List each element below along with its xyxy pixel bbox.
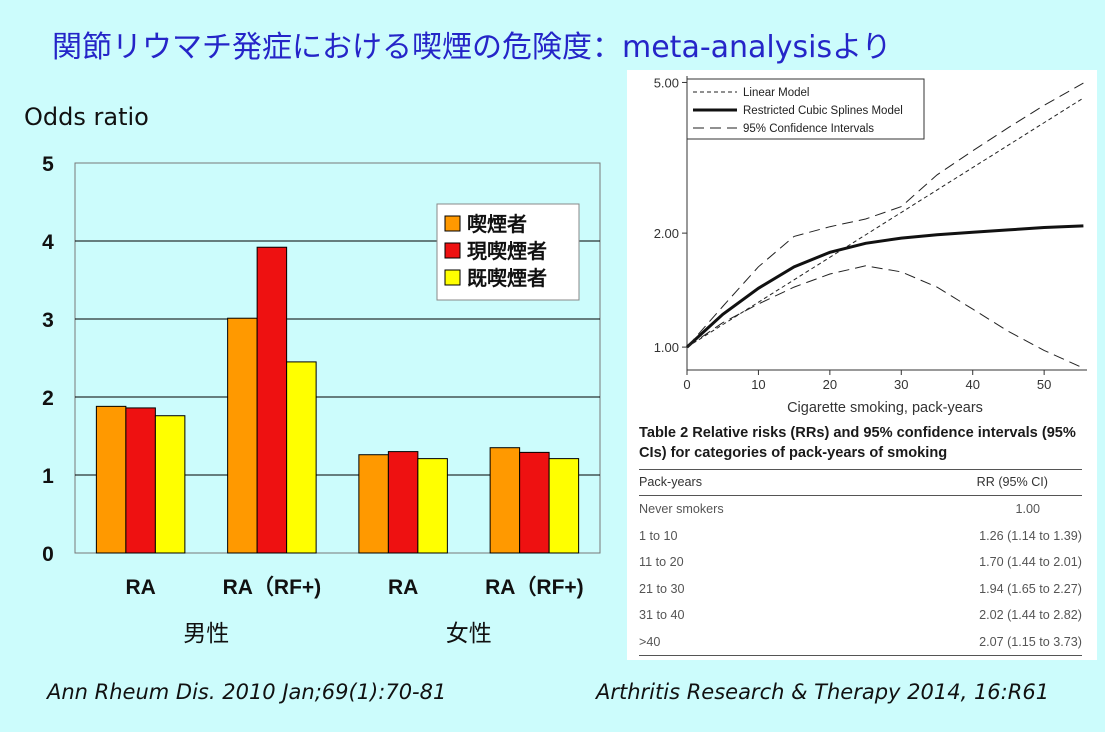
bar [417, 458, 448, 554]
legend-swatch [444, 242, 461, 259]
odds-ratio-bar-chart: Odds ratio 0 1 2 3 4 5 RA RA（RF+) RA RA（RF+) 男性 女性 喫煙… [24, 103, 601, 647]
legend-label: Linear Model [743, 87, 809, 99]
x-tick-label: 30 [894, 377, 908, 392]
rr-header: RR (95% CI) [836, 469, 1082, 496]
row-label: Never smokers [639, 502, 724, 517]
bar [286, 361, 317, 554]
y-tick-label: 2 [42, 387, 54, 410]
table-row: 1 to 10 1.26 (1.14 to 1.39) [639, 523, 1082, 550]
bar [256, 246, 288, 554]
table-row: >40 2.07 (1.15 to 3.73) [639, 628, 1082, 656]
table-row: 31 to 40 2.02 (1.44 to 2.82) [639, 602, 1082, 629]
legend-swatch [444, 215, 461, 232]
x-tick-label: 0 [683, 377, 690, 392]
series-line [686, 265, 1084, 369]
slide-title: 関節リウマチ発症における喫煙の危険度：meta-analysisより [52, 30, 892, 65]
bar [154, 415, 186, 554]
bar [548, 458, 580, 554]
bar [358, 454, 389, 554]
y-axis-label: Odds ratio [24, 103, 149, 131]
x-category-label: RA（RF+) [223, 575, 322, 599]
x-category-label: RA [125, 576, 155, 599]
y-tick-label: 2.00 [654, 226, 679, 241]
y-tick-label: 3 [42, 309, 54, 332]
legend-label: Restricted Cubic Splines Model [743, 105, 903, 117]
series-line [686, 97, 1084, 348]
y-tick-label: 4 [42, 231, 54, 254]
citation-left: Ann Rheum Dis. 2010 Jan;69(1):70-81 [47, 680, 447, 704]
y-tick-label: 5 [42, 153, 54, 176]
x-category-label: RA（RF+) [485, 575, 584, 599]
table-caption: Table 2 Relative risks (RRs) and 95% con… [639, 425, 1076, 461]
group-label: 男性 [183, 621, 229, 647]
x-tick-label: 10 [751, 377, 765, 392]
x-tick-label: 40 [965, 377, 979, 392]
row-label: 1 to 10 [639, 528, 678, 543]
series-line [685, 224, 1084, 349]
y-tick-label: 1 [42, 465, 54, 488]
rr-table-block: Table 2 Relative risks (RRs) and 95% con… [639, 423, 1082, 656]
group-label: 女性 [446, 621, 492, 647]
x-tick-label: 50 [1037, 377, 1051, 392]
row-value: 1.00 [1015, 502, 1040, 517]
row-value: 2.02 (1.44 to 2.82) [979, 608, 1082, 623]
table-row: 21 to 30 1.94 (1.65 to 2.27) [639, 576, 1082, 603]
table-row: Never smokers 1.00 [639, 496, 1082, 523]
table-row: 11 to 20 1.70 (1.44 to 2.01) [639, 549, 1082, 576]
rr-table: Pack-years RR (95% CI) Never smokers 1.0… [639, 469, 1082, 656]
series-line [686, 82, 1084, 348]
y-tick-label: 0 [42, 543, 54, 566]
x-tick-label: 20 [823, 377, 837, 392]
table-header-row: Pack-years RR (95% CI) [639, 469, 1082, 496]
row-value: 1.94 (1.65 to 2.27) [979, 581, 1082, 596]
right-figure-panel: 1.00 2.00 5.00 0 10 20 30 40 50 Cigarette smoking… [627, 70, 1097, 660]
legend-swatch [444, 269, 461, 286]
citation-right: Arthritis Research & Therapy 2014, 16:R6… [596, 680, 1050, 704]
y-tick-label: 5.00 [654, 75, 679, 90]
row-value: 1.70 (1.44 to 2.01) [979, 555, 1082, 570]
row-label: >40 [639, 628, 837, 656]
legend-label: 既喫煙者 [467, 266, 547, 290]
legend-label: 喫煙者 [467, 212, 527, 236]
bar [387, 451, 419, 554]
row-label: 11 to 20 [639, 555, 684, 570]
bar [489, 447, 521, 554]
bar [95, 405, 127, 554]
bar [519, 451, 550, 554]
row-value: 1.26 (1.14 to 1.39) [979, 528, 1082, 543]
row-value: 2.07 (1.15 to 3.73) [836, 628, 1082, 656]
x-category-label: RA [388, 576, 418, 599]
pack-years-header: Pack-years [639, 469, 837, 496]
legend-label: 現喫煙者 [467, 239, 547, 263]
legend-label: 95% Confidence Intervals [743, 123, 874, 135]
row-label: 21 to 30 [639, 581, 685, 596]
pack-years-spline-chart: 1.00 2.00 5.00 0 10 20 30 40 50 Cigarette smoking… [654, 75, 1087, 416]
row-label: 31 to 40 [639, 608, 685, 623]
bar [227, 317, 258, 554]
bar [125, 407, 156, 554]
legend-box [436, 203, 580, 301]
x-axis-label: Cigarette smoking, pack-years [787, 400, 983, 416]
y-tick-label: 1.00 [654, 340, 679, 355]
